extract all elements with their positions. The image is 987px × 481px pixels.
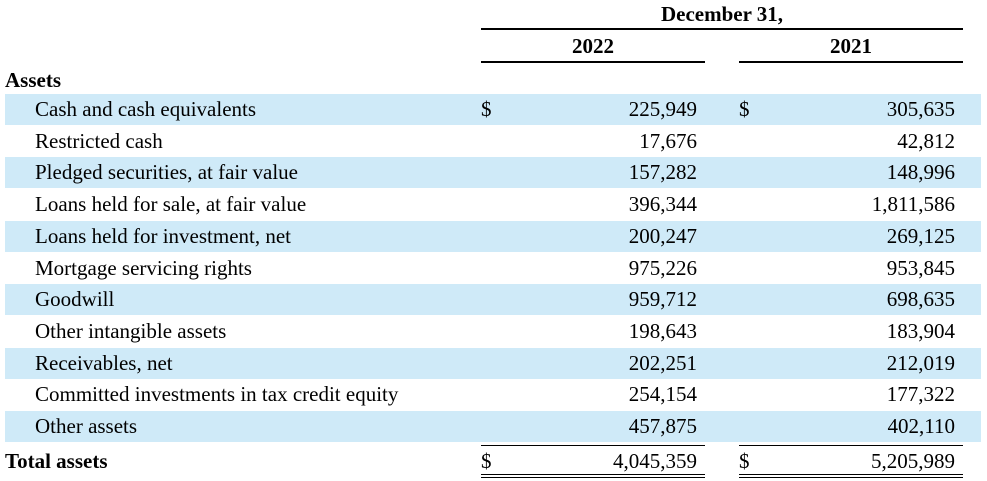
table-row: Mortgage servicing rights 975,226 953,845 (0, 253, 987, 284)
row-label: Cash and cash equivalents (35, 97, 257, 121)
value-2021: 305,635 (886, 97, 955, 121)
total-value-2022: 4,045,359 (613, 449, 697, 473)
row-shading (5, 284, 981, 316)
value-2022: 200,247 (628, 223, 697, 248)
value-2021: 953,845 (886, 255, 955, 280)
value-2022: 959,712 (628, 287, 697, 312)
total-double-rule-2021-a (739, 474, 963, 475)
subtotal-rule-2021 (739, 445, 963, 446)
total-row: Total assets $ 4,045,359 $ 5,205,989 (0, 446, 987, 477)
value-2022: 202,251 (628, 350, 697, 375)
row-label: Pledged securities, at fair value (35, 160, 298, 185)
row-label: Committed investments in tax credit equi… (35, 382, 399, 407)
row-label: Loans held for sale, at fair value (35, 192, 307, 217)
value-2021: 183,904 (886, 318, 955, 343)
total-label: Total assets (5, 449, 108, 473)
row-label: Other intangible assets (35, 318, 227, 343)
period-header: December 31, (660, 2, 784, 26)
value-2021: 42,812 (897, 128, 955, 153)
table-row: Cash and cash equivalents $ $225,949 305,63… (0, 94, 987, 125)
table-row: Loans held for sale, at fair value 396,34… (0, 189, 987, 220)
table-row: Receivables, net 202,251 212,019 (0, 347, 987, 379)
year-2021-header: 2021 (830, 34, 872, 58)
table-row: Other intangible assets 198,643 183,904 (0, 316, 987, 347)
table-row: Other assets 457,875 402,110 (0, 411, 987, 442)
value-2021: 177,322 (886, 382, 955, 407)
total-double-rule-2022-b (481, 477, 705, 478)
year-2022-rule (481, 61, 705, 63)
currency-symbol-2021: $ (739, 97, 750, 121)
year-2021-rule (739, 61, 963, 63)
value-2022: 975,226 (628, 255, 697, 280)
section-title-assets: Assets (5, 68, 61, 92)
table-row: Loans held for investment, net 200,247 269… (0, 220, 987, 252)
value-2022: 457,875 (628, 414, 697, 438)
row-shading (5, 157, 981, 189)
row-label: Restricted cash (35, 128, 163, 153)
table-row: Committed investments in tax credit equi… (0, 379, 987, 410)
row-label: Mortgage servicing rights (35, 255, 252, 280)
total-currency-2021: $ (739, 449, 750, 473)
total-double-rule-2021-b (739, 477, 963, 478)
value-2022: 225,949 (628, 97, 697, 121)
row-label: Goodwill (35, 287, 115, 312)
table-row: Restricted cash 17,676 42,812 (0, 126, 987, 157)
value-2021: 148,996 (886, 160, 955, 185)
value-2021: 269,125 (886, 223, 955, 248)
row-label: Other assets (35, 414, 138, 438)
row-shading (5, 347, 981, 379)
value-2022: 198,643 (628, 318, 697, 343)
row-shading (5, 94, 981, 125)
value-2022: 396,344 (628, 192, 697, 217)
period-header-rule (481, 28, 963, 30)
subtotal-rule-2022 (481, 445, 705, 446)
total-currency-2022: $ (481, 449, 492, 473)
value-2021: 402,110 (887, 414, 955, 438)
total-value-2021: 5,205,989 (871, 449, 955, 473)
table-row: Goodwill 959,712 698,635 (0, 284, 987, 316)
value-2021: 1,811,586 (871, 192, 955, 217)
currency-symbol-2022: $ (481, 97, 492, 121)
value-2022: 157,282 (628, 160, 697, 185)
value-2021: 698,635 (886, 287, 955, 312)
value-2021: 212,019 (886, 350, 955, 375)
value-2022: 17,676 (639, 128, 697, 153)
row-label: Receivables, net (35, 350, 173, 375)
total-double-rule-2022-a (481, 474, 705, 475)
year-2022-header: 2022 (572, 34, 614, 58)
row-label: Loans held for investment, net (35, 223, 292, 248)
value-2022: 254,154 (628, 382, 697, 407)
table-row: Pledged securities, at fair value 157,282… (0, 157, 987, 189)
row-shading (5, 220, 981, 252)
row-shading (5, 411, 981, 442)
